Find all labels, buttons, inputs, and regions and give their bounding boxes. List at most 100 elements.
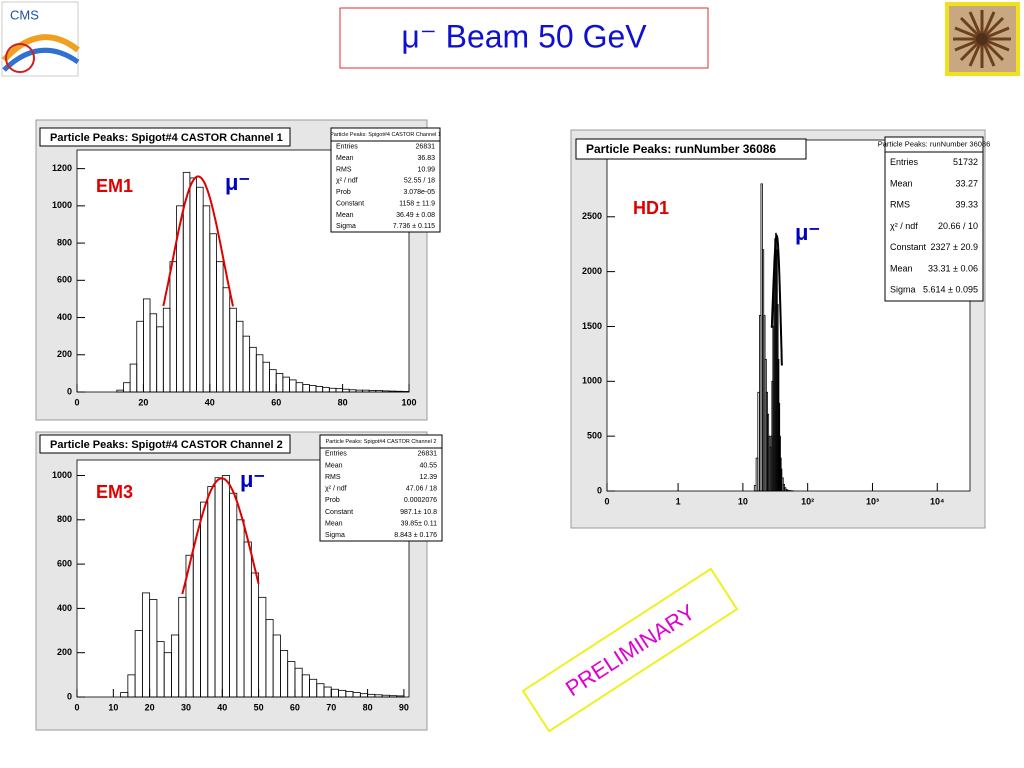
stats-label: Sigma bbox=[890, 285, 916, 295]
stats-box bbox=[330, 127, 441, 233]
stats-value: 26831 bbox=[416, 144, 436, 151]
y-tick-label: 600 bbox=[57, 558, 72, 568]
stats-box bbox=[884, 136, 984, 302]
stats-value: 5.614 ± 0.095 bbox=[923, 285, 978, 295]
stats-value: 1158 ± 11.9 bbox=[399, 200, 435, 207]
chart-title: Particle Peaks: Spigot#4 CASTOR Channel … bbox=[50, 439, 283, 451]
x-tick-label: 20 bbox=[138, 397, 148, 407]
y-tick-label: 800 bbox=[57, 514, 72, 524]
cms-logo: CMS bbox=[1, 1, 80, 77]
x-tick-label: 10² bbox=[801, 496, 814, 506]
stats-value: 2327 ± 20.9 bbox=[931, 242, 978, 252]
y-tick-label: 1000 bbox=[582, 376, 602, 386]
stats-label: RMS bbox=[890, 200, 910, 210]
stats-label: Constant bbox=[890, 242, 927, 252]
stats-value: 52.55 / 18 bbox=[404, 178, 435, 185]
stats-value: 12.39 bbox=[419, 474, 437, 481]
x-tick-label: 60 bbox=[271, 397, 281, 407]
stats-label: χ² / ndf bbox=[890, 221, 918, 231]
stats-label: RMS bbox=[325, 474, 341, 481]
x-tick-label: 0 bbox=[74, 702, 79, 712]
stats-title: Particle Peaks: Spigot#4 CASTOR Channel … bbox=[330, 132, 441, 138]
y-tick-label: 400 bbox=[57, 603, 72, 613]
stats-label: Mean bbox=[325, 520, 343, 527]
x-tick-label: 90 bbox=[399, 702, 409, 712]
stats-value: 33.31 ± 0.06 bbox=[928, 263, 978, 273]
stats-box bbox=[319, 434, 443, 542]
y-tick-label: 200 bbox=[57, 647, 72, 657]
title-box bbox=[575, 138, 807, 160]
y-tick-label: 600 bbox=[57, 275, 72, 285]
stats-value: 987.1± 10.8 bbox=[400, 509, 437, 516]
chart-title: Particle Peaks: runNumber 36086 bbox=[586, 142, 776, 156]
y-tick-label: 2500 bbox=[582, 211, 602, 221]
x-tick-label: 10⁴ bbox=[930, 496, 944, 506]
stats-value: 47.06 / 18 bbox=[406, 486, 437, 493]
stats-label: Mean bbox=[890, 178, 913, 188]
title-box bbox=[39, 127, 291, 147]
annotation: μ⁻ bbox=[240, 467, 265, 492]
svg-text:CMS: CMS bbox=[10, 7, 39, 22]
stats-value: 10.99 bbox=[417, 166, 435, 173]
stats-label: Entries bbox=[890, 157, 919, 167]
y-tick-label: 1200 bbox=[52, 163, 72, 173]
stats-label: Constant bbox=[325, 509, 353, 516]
stats-label: RMS bbox=[336, 166, 352, 173]
stats-label: Constant bbox=[336, 200, 364, 207]
x-tick-label: 70 bbox=[326, 702, 336, 712]
y-tick-label: 400 bbox=[57, 312, 72, 322]
histogram-bin bbox=[401, 391, 410, 393]
stats-label: Sigma bbox=[336, 223, 356, 230]
stats-label: Mean bbox=[890, 263, 913, 273]
stats-value: 39.33 bbox=[955, 200, 978, 210]
stats-value: 33.27 bbox=[955, 178, 978, 188]
fit-curve bbox=[770, 234, 783, 366]
histogram-bin bbox=[395, 390, 403, 393]
x-tick-label: 20 bbox=[145, 702, 155, 712]
x-tick-label: 0 bbox=[604, 496, 609, 506]
chart-title: Particle Peaks: Spigot#4 CASTOR Channel … bbox=[50, 132, 283, 144]
stats-title: Particle Peaks: Spigot#4 CASTOR Channel … bbox=[326, 439, 437, 445]
x-tick-label: 80 bbox=[338, 397, 348, 407]
fit-curve bbox=[162, 175, 234, 307]
stats-value: 39.85± 0.11 bbox=[401, 520, 438, 527]
castor-image bbox=[945, 2, 1020, 76]
stats-value: 26831 bbox=[418, 451, 438, 458]
stats-label: χ² / ndf bbox=[336, 178, 358, 185]
annotation: μ⁻ bbox=[795, 220, 820, 245]
annotation: μ⁻ bbox=[225, 170, 250, 195]
stats-label: Mean bbox=[336, 212, 354, 219]
stats-label: Prob bbox=[325, 497, 340, 504]
y-tick-label: 0 bbox=[597, 485, 602, 495]
stats-label: Sigma bbox=[325, 532, 345, 539]
annotation: EM3 bbox=[96, 482, 133, 502]
stats-label: Entries bbox=[325, 451, 347, 458]
stats-label: Entries bbox=[336, 144, 358, 151]
y-tick-label: 800 bbox=[57, 237, 72, 247]
x-tick-label: 0 bbox=[74, 397, 79, 407]
x-tick-label: 80 bbox=[363, 702, 373, 712]
title-box bbox=[39, 434, 291, 454]
fit-curve bbox=[181, 477, 260, 595]
stats-value: 3.078e-05 bbox=[403, 189, 435, 196]
histogram-bin bbox=[396, 695, 405, 698]
y-tick-label: 500 bbox=[587, 431, 602, 441]
x-tick-label: 50 bbox=[254, 702, 264, 712]
stats-title: Particle Peaks: runNumber 36086 bbox=[878, 139, 991, 148]
x-tick-label: 40 bbox=[217, 702, 227, 712]
stats-value: 40.55 bbox=[419, 462, 437, 469]
x-tick-label: 10 bbox=[738, 496, 748, 506]
title-box bbox=[339, 7, 709, 69]
stats-value: 20.66 / 10 bbox=[938, 221, 978, 231]
x-tick-label: 10 bbox=[108, 702, 118, 712]
annotation: EM1 bbox=[96, 176, 133, 196]
y-tick-label: 1000 bbox=[52, 200, 72, 210]
stats-value: 0.0002076 bbox=[404, 497, 437, 504]
y-tick-label: 0 bbox=[67, 386, 72, 396]
stats-value: 8.843 ± 0.176 bbox=[394, 532, 437, 539]
stats-value: 7.736 ± 0.115 bbox=[393, 223, 435, 230]
x-tick-label: 30 bbox=[181, 702, 191, 712]
x-tick-label: 1 bbox=[676, 496, 681, 506]
stats-label: Prob bbox=[336, 189, 351, 196]
